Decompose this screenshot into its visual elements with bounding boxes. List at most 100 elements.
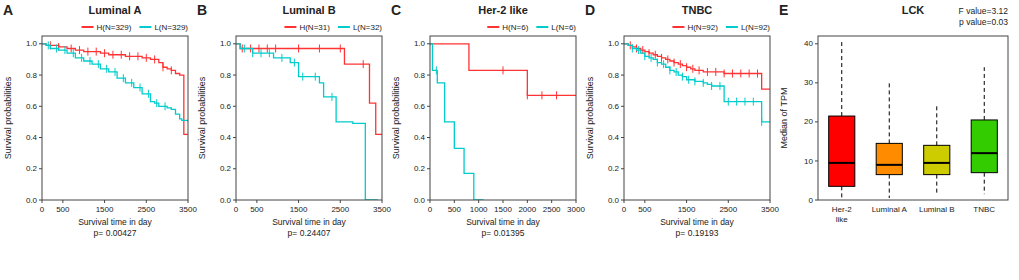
chart-title: Luminal B — [282, 4, 335, 16]
censor-tick — [89, 57, 90, 65]
y-tick-label: 0.4 — [26, 133, 38, 142]
plot-marks — [624, 41, 770, 126]
censor-tick — [744, 98, 745, 106]
y-tick-label: 0.0 — [414, 196, 426, 205]
plot-marks — [829, 40, 998, 198]
legend-label: H(N=329) — [97, 23, 132, 32]
censor-tick — [165, 102, 166, 110]
censor-tick — [736, 98, 737, 106]
censor-tick — [298, 44, 299, 52]
censor-tick — [753, 98, 754, 106]
censor-tick — [724, 69, 725, 77]
censor-tick — [115, 68, 116, 76]
censor-tick — [56, 44, 57, 52]
panel-label: B — [197, 2, 207, 18]
y-tick-label: 0.8 — [608, 71, 620, 80]
chart-title: Luminal A — [89, 4, 142, 16]
x-tick-label: Luminal B — [919, 205, 955, 214]
plot-frame — [624, 36, 770, 200]
censor-tick — [106, 65, 107, 73]
x-tick-label: 2500 — [331, 205, 349, 214]
censor-tick — [140, 84, 141, 92]
legend-swatch — [139, 26, 151, 28]
median-line — [924, 162, 950, 164]
plot-marks — [236, 44, 382, 200]
panel-label: A — [3, 2, 13, 18]
y-tick-label: 10 — [804, 157, 813, 166]
y-tick-label: 0.0 — [220, 196, 232, 205]
censor-tick — [294, 59, 295, 67]
censor-tick — [719, 82, 720, 90]
legend-swatch — [536, 26, 548, 28]
chart-title: Her-2 like — [478, 4, 528, 16]
legend-swatch — [82, 26, 94, 28]
y-tick-label: 0.2 — [414, 164, 426, 173]
x-axis-label: Survival time in dayp= 0.00427 — [78, 217, 152, 238]
censor-tick — [154, 55, 155, 63]
censor-tick — [363, 60, 364, 68]
plot-marks — [430, 44, 576, 200]
km-panel: 0.00.20.40.60.81.00500150025003500DTNBCS… — [585, 2, 779, 238]
y-tick-label: 0.6 — [608, 102, 620, 111]
background — [0, 0, 1019, 280]
survival-curve — [624, 44, 770, 122]
legend-swatch — [338, 26, 350, 28]
censor-tick — [112, 51, 113, 59]
x-axis-label-line: p= 0.24407 — [288, 228, 331, 238]
censor-tick — [261, 49, 262, 57]
y-tick-label: 0.4 — [220, 133, 232, 142]
legend-label: L(N=92) — [741, 23, 770, 32]
censor-tick — [131, 79, 132, 87]
censor-tick — [123, 74, 124, 82]
censor-tick — [644, 52, 645, 60]
whisker-low — [984, 173, 985, 194]
x-tick-label: 1500 — [290, 205, 308, 214]
censor-tick — [275, 44, 276, 52]
censor-tick — [315, 73, 316, 81]
censor-tick — [319, 44, 320, 52]
x-tick-label: 2000 — [518, 205, 536, 214]
annotation-line: F value=3.12 — [959, 6, 1009, 16]
censor-tick — [96, 48, 97, 56]
x-tick-label: 2500 — [543, 205, 561, 214]
legend-swatch — [726, 26, 738, 28]
censor-tick — [757, 69, 758, 77]
box — [971, 120, 997, 173]
y-tick-label: 0.4 — [608, 133, 620, 142]
survival-curve — [42, 44, 188, 135]
y-axis-label: Survival probabilities — [3, 76, 13, 159]
y-tick-label: 0.4 — [414, 133, 426, 142]
y-axis-label: Survival probabilities — [391, 76, 401, 159]
y-tick-label: 0.2 — [220, 164, 232, 173]
x-axis-label-line: Survival time in day — [272, 217, 346, 227]
censor-tick — [740, 69, 741, 77]
censor-tick — [503, 66, 504, 74]
x-axis-label-line: p= 0.00427 — [94, 228, 137, 238]
censor-tick — [707, 68, 708, 76]
chart-title: TNBC — [682, 4, 713, 16]
box — [924, 145, 950, 174]
chart-title: LCK — [902, 4, 925, 16]
survival-curve — [236, 44, 378, 200]
y-tick-label: 0.6 — [414, 102, 426, 111]
censor-tick — [761, 118, 762, 126]
whisker-high — [841, 40, 842, 116]
y-tick-label: 1.0 — [220, 39, 232, 48]
y-tick-label: 40 — [804, 39, 813, 48]
x-tick-label: 3500 — [179, 205, 197, 214]
y-tick-label: 1.0 — [414, 39, 426, 48]
x-tick-label: 0 — [234, 205, 239, 214]
censor-tick — [71, 44, 72, 52]
censor-tick — [171, 66, 172, 74]
x-tick-label: 500 — [250, 205, 264, 214]
censor-tick — [674, 59, 675, 67]
survival-curve — [624, 44, 770, 89]
censor-tick — [669, 66, 670, 74]
x-tick-label: 500 — [56, 205, 70, 214]
whisker-high — [936, 106, 937, 145]
censor-tick — [302, 73, 303, 81]
censor-tick — [728, 98, 729, 106]
x-tick-label: 1500 — [494, 205, 512, 214]
censor-tick — [667, 55, 668, 63]
x-tick-label-line: Her-2 — [832, 205, 853, 214]
